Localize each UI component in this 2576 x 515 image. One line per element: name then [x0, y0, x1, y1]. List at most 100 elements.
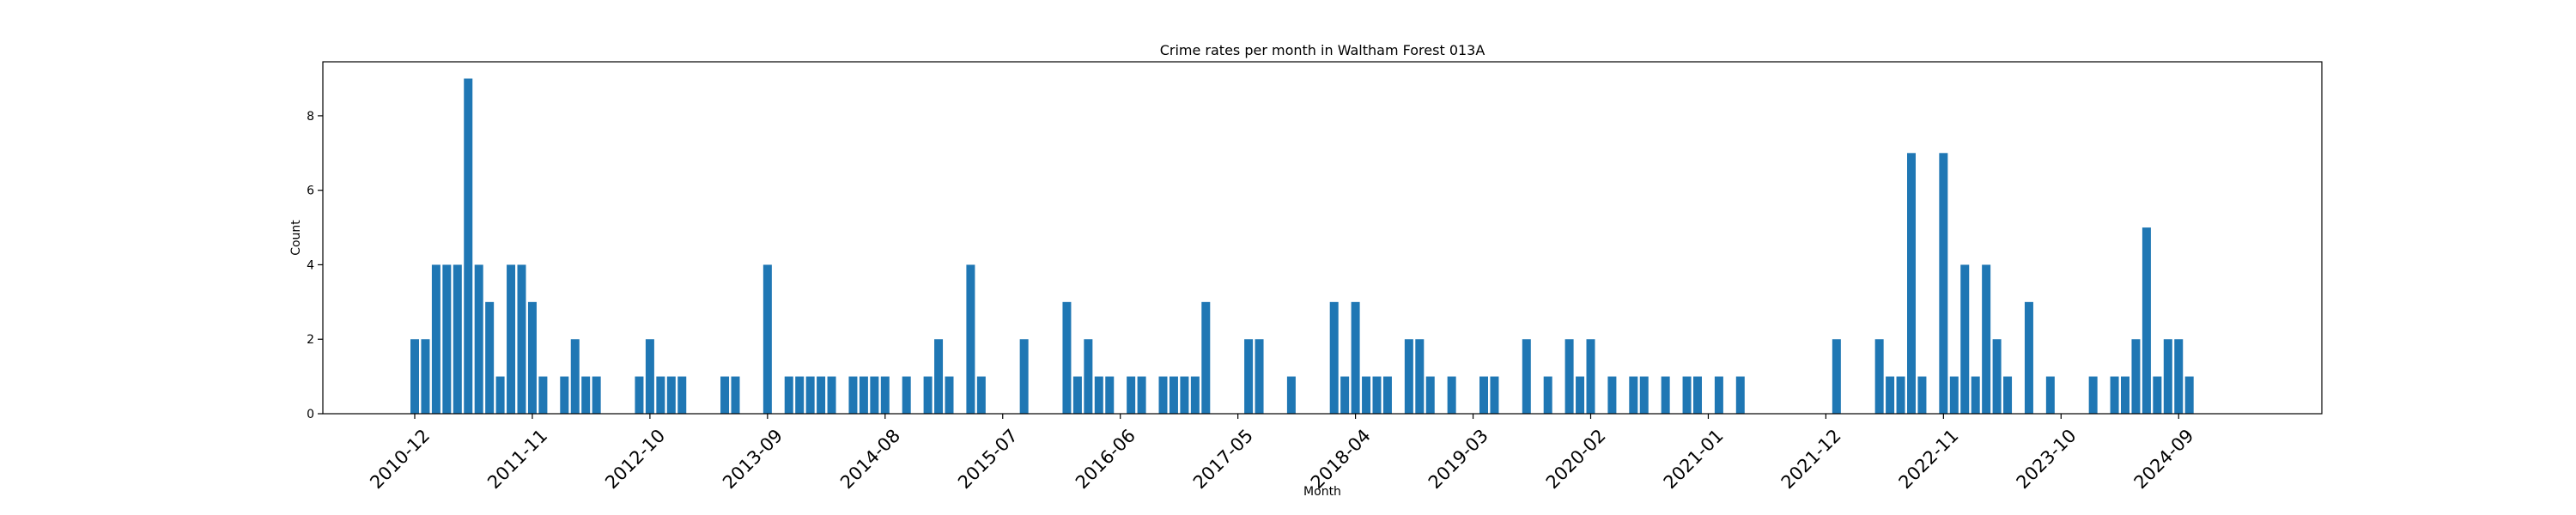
- bar-2018-10: [1415, 339, 1425, 414]
- bar-2024-07: [2153, 376, 2162, 414]
- bar-2014-12: [923, 376, 933, 414]
- bar-2018-09: [1404, 339, 1413, 414]
- bar-2024-01: [2088, 376, 2098, 414]
- bar-2022-11: [1939, 153, 1948, 415]
- y-tick-label: 8: [307, 110, 314, 124]
- plot-frame: [322, 61, 2323, 415]
- bar-2020-09: [1661, 376, 1670, 414]
- x-axis-label: Month: [1303, 485, 1341, 499]
- bar-2019-01: [1447, 376, 1456, 414]
- bar-2019-10: [1543, 376, 1552, 414]
- bar-2024-08: [2163, 339, 2172, 414]
- bar-2022-01: [1832, 339, 1841, 414]
- bar-2017-01: [1190, 376, 1200, 414]
- bar-2015-05: [976, 376, 986, 414]
- y-tick-label: 4: [307, 258, 314, 272]
- bar-2021-04: [1735, 376, 1745, 414]
- bar-2023-01: [1960, 264, 1970, 414]
- bar-2022-12: [1949, 376, 1959, 414]
- bar-2011-10: [517, 264, 526, 414]
- bar-2021-02: [1714, 376, 1723, 414]
- bar-2022-09: [1917, 376, 1927, 414]
- x-tick-label: 2023-10: [2013, 425, 2081, 493]
- bar-2016-08: [1137, 376, 1146, 414]
- bar-2017-07: [1255, 339, 1264, 414]
- bar-2019-04: [1479, 376, 1488, 414]
- bar-2014-06: [859, 376, 868, 414]
- bars-group: [410, 78, 2194, 415]
- bar-2012-10: [645, 339, 654, 414]
- bar-2015-09: [1019, 339, 1029, 414]
- bar-2012-03: [570, 339, 580, 414]
- bar-2011-05: [464, 78, 473, 415]
- bar-2024-04: [2121, 376, 2129, 414]
- bar-2022-06: [1886, 376, 1895, 414]
- bar-2023-02: [1971, 376, 1980, 414]
- bar-2015-04: [966, 264, 975, 414]
- x-tick-label: 2019-03: [1425, 425, 1492, 493]
- bar-2016-11: [1169, 376, 1178, 414]
- bar-2011-07: [485, 301, 495, 414]
- bar-2020-01: [1576, 376, 1585, 414]
- bar-2024-03: [2110, 376, 2119, 414]
- bar-2013-09: [762, 264, 772, 414]
- bar-2016-10: [1158, 376, 1168, 414]
- bar-2022-07: [1896, 376, 1905, 414]
- bar-2018-07: [1382, 376, 1392, 414]
- bar-2016-05: [1105, 376, 1115, 414]
- y-axis: 0 2 4 6 8: [307, 110, 323, 421]
- bar-2020-07: [1639, 376, 1649, 414]
- bar-2018-03: [1340, 376, 1350, 414]
- bar-2016-07: [1127, 376, 1136, 414]
- bar-2017-10: [1286, 376, 1296, 414]
- bar-2013-01: [677, 376, 687, 414]
- bar-2023-07: [2024, 301, 2033, 414]
- x-tick-label: 2017-05: [1189, 425, 1257, 493]
- bar-2011-02: [431, 264, 440, 414]
- bar-2018-11: [1425, 376, 1435, 414]
- bar-2019-08: [1522, 339, 1531, 414]
- bar-2011-03: [442, 264, 452, 414]
- bar-2016-04: [1094, 376, 1103, 414]
- bar-2011-01: [421, 339, 430, 414]
- x-tick-label: 2016-06: [1072, 425, 1139, 493]
- y-axis-label: Count: [289, 220, 303, 256]
- bar-2011-11: [527, 301, 537, 414]
- bar-2012-11: [656, 376, 665, 414]
- bar-2015-01: [934, 339, 944, 414]
- x-tick-label: 2010-12: [366, 425, 434, 493]
- bar-2013-11: [784, 376, 793, 414]
- bar-2020-11: [1682, 376, 1692, 414]
- bar-2011-12: [538, 376, 548, 414]
- x-tick-label: 2021-12: [1777, 425, 1845, 493]
- bar-2013-05: [720, 376, 730, 414]
- bar-2023-04: [1992, 339, 2002, 414]
- x-tick-label: 2012-10: [601, 425, 669, 493]
- y-tick-label: 2: [307, 333, 314, 347]
- bar-2020-12: [1693, 376, 1702, 414]
- bar-2024-05: [2131, 339, 2141, 414]
- bar-2023-09: [2045, 376, 2055, 414]
- bar-2020-06: [1629, 376, 1638, 414]
- x-tick-label: 2013-09: [719, 425, 787, 493]
- bar-2012-04: [581, 376, 591, 414]
- bar-2011-09: [507, 264, 516, 414]
- x-tick-label: 2022-11: [1895, 425, 1963, 493]
- bar-2014-08: [880, 376, 890, 414]
- bar-2014-10: [902, 376, 911, 414]
- bar-2015-02: [945, 376, 954, 414]
- bar-2018-06: [1372, 376, 1382, 414]
- bar-2014-07: [870, 376, 879, 414]
- bar-2016-01: [1062, 301, 1072, 414]
- bar-2017-06: [1244, 339, 1254, 414]
- x-tick-label: 2024-09: [2130, 425, 2198, 493]
- bar-2014-03: [827, 376, 836, 414]
- bar-2013-06: [731, 376, 740, 414]
- bar-2014-02: [817, 376, 826, 414]
- bar-2024-09: [2174, 339, 2184, 414]
- bar-2018-05: [1362, 376, 1371, 414]
- bar-2014-05: [848, 376, 858, 414]
- bar-2023-05: [2003, 376, 2013, 414]
- x-tick-label: 2021-01: [1660, 425, 1728, 493]
